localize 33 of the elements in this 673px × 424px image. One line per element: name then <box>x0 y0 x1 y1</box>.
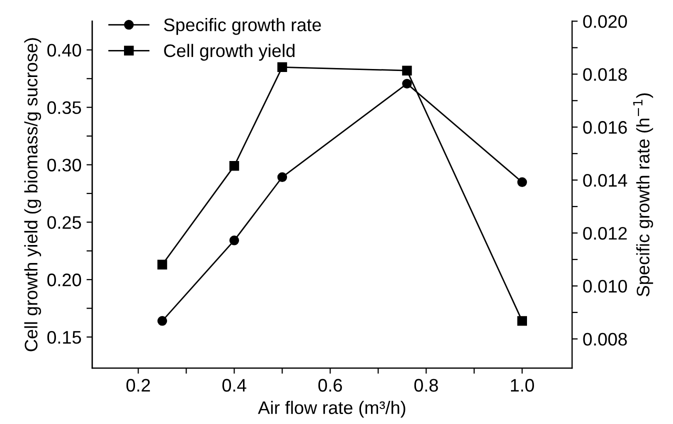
y2-tick-label: 0.016 <box>583 121 627 134</box>
y2-tick-label: 0.010 <box>583 280 627 293</box>
x-tick-label: 0.2 <box>126 378 150 392</box>
x-tick-label: 1.0 <box>510 378 534 392</box>
x-tick-label: 0.8 <box>414 378 438 392</box>
point <box>402 66 412 76</box>
point <box>402 78 412 89</box>
x-tick-label: 0.6 <box>318 378 342 392</box>
y-tick-label: 0.20 <box>47 274 82 286</box>
point <box>277 62 288 72</box>
legend-label: Specific growth rate <box>164 18 321 35</box>
point <box>229 161 240 171</box>
y-tick-label: 0.15 <box>47 330 82 344</box>
y2-tick-label: 0.020 <box>583 15 627 28</box>
legend-label: Cell growth yield <box>164 44 294 61</box>
y2-tick-label: 0.008 <box>583 332 627 346</box>
point <box>157 316 168 326</box>
y2-axis-title: Specific growth rate (h$^{−1}$) <box>633 93 654 296</box>
y-tick-label: 0.35 <box>47 101 82 114</box>
y2-tick-label: 0.014 <box>583 174 628 187</box>
point <box>517 177 528 188</box>
point <box>157 260 168 270</box>
point <box>229 236 240 246</box>
y-tick-label: 0.40 <box>47 44 82 57</box>
y-tick-label: 0.30 <box>47 158 82 172</box>
point <box>517 316 528 326</box>
x-axis-title: Air flow rate (m³/h) <box>258 400 406 418</box>
point <box>277 172 288 182</box>
y2-tick-label: 0.012 <box>583 226 627 240</box>
y2-tick-label: 0.018 <box>583 68 627 81</box>
y-tick-label: 0.25 <box>47 216 82 229</box>
x-tick-label: 0.4 <box>222 378 246 392</box>
y-axis-title: Cell growth yield (g biomass/g sucrose) <box>24 38 42 352</box>
